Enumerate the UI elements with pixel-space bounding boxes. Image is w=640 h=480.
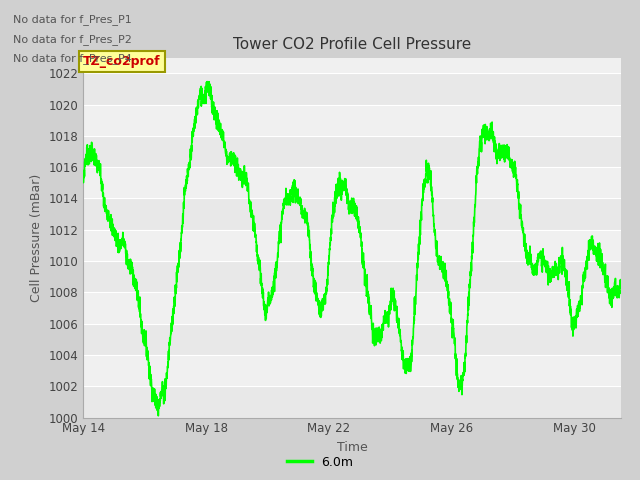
Bar — [83, 292, 621, 324]
Bar — [83, 230, 621, 261]
Bar — [83, 198, 621, 230]
Text: TZ_co2prof: TZ_co2prof — [83, 55, 161, 68]
Legend: 6.0m: 6.0m — [282, 451, 358, 474]
Text: No data for f_Pres_P4: No data for f_Pres_P4 — [13, 53, 132, 64]
Bar — [83, 355, 621, 386]
Bar — [83, 261, 621, 292]
Title: Tower CO2 Profile Cell Pressure: Tower CO2 Profile Cell Pressure — [233, 37, 471, 52]
Bar — [83, 324, 621, 355]
Text: No data for f_Pres_P1: No data for f_Pres_P1 — [13, 14, 132, 25]
X-axis label: Time: Time — [337, 441, 367, 454]
Y-axis label: Cell Pressure (mBar): Cell Pressure (mBar) — [30, 173, 43, 302]
Bar — [83, 73, 621, 105]
Bar — [83, 136, 621, 167]
Bar — [83, 386, 621, 418]
Bar — [83, 167, 621, 198]
Bar — [83, 105, 621, 136]
Text: No data for f_Pres_P2: No data for f_Pres_P2 — [13, 34, 132, 45]
